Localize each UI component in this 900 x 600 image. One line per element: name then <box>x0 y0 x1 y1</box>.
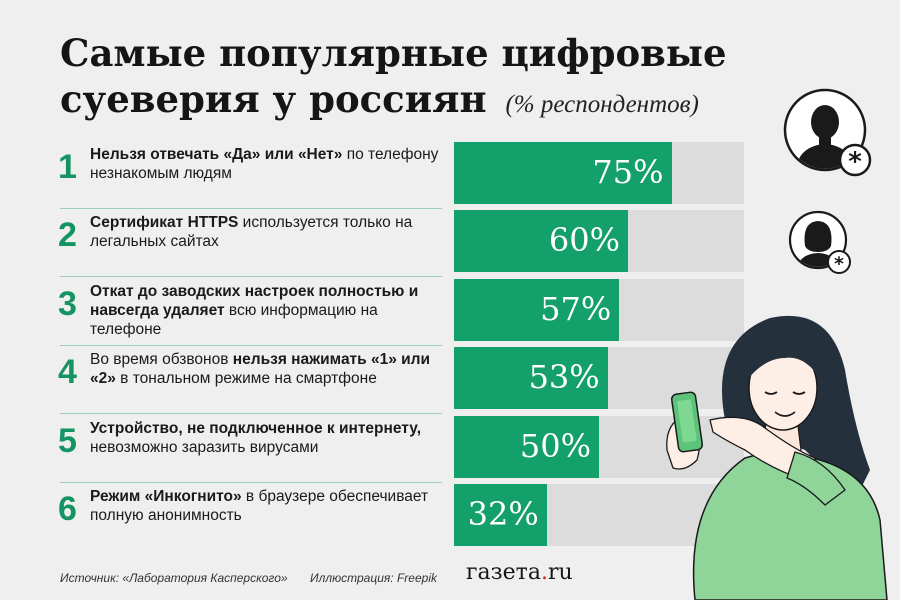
label-bold-part: Устройство, не подключенное к интернету, <box>90 419 422 437</box>
female-anonymous-avatar-icon: * <box>788 210 851 275</box>
data-label: 75% <box>592 153 664 191</box>
label-bold-part: нельзя нажимать «1» или «2» <box>90 351 431 388</box>
svg-text:*: * <box>834 253 844 275</box>
source-note: Источник: «Лаборатория Касперского» <box>60 571 288 585</box>
chart-row: 6 Режим «Инкогнито» в браузере обеспечива… <box>0 484 900 552</box>
data-label: 60% <box>548 221 620 260</box>
bar-track: 57% <box>454 278 744 341</box>
chart-row: 1 Нельзя отвечать «Да» или «Нет» по телеф… <box>0 142 900 210</box>
data-label: 32% <box>467 495 539 533</box>
label-text-part: используется только на легальных сайтах <box>90 214 413 251</box>
rank-number: 6 <box>58 490 77 528</box>
bar: 50% <box>454 415 599 478</box>
label-text-part: по телефону незнакомым людям <box>90 146 439 182</box>
illustration-credit: Иллюстрация: Freepik <box>310 571 437 585</box>
chart-row: 3 Откат до заводских настроек полностью и… <box>0 278 900 347</box>
bar: 60% <box>454 210 628 273</box>
label-bold-part: Режим «Инкогнито» <box>90 488 242 505</box>
bar: 57% <box>454 278 620 341</box>
bar: 53% <box>454 347 608 410</box>
category-label: Режим «Инкогнито» в браузере обеспечивае… <box>90 487 445 525</box>
label-text-part: невозможно заразить вирусами <box>90 438 319 456</box>
data-label: 50% <box>519 426 591 465</box>
category-label: Сертификат HTTPS используется только на … <box>90 213 445 251</box>
title-line-1: Самые популярные цифровые <box>60 31 727 75</box>
bar-track: 60% <box>454 210 744 273</box>
rank-number: 1 <box>58 148 77 186</box>
row-divider <box>60 481 442 483</box>
bar: 75% <box>454 142 672 204</box>
row-divider <box>60 344 442 346</box>
rank-number: 5 <box>58 421 77 460</box>
brand-logo-dot: . <box>540 560 548 585</box>
svg-text:*: * <box>848 147 862 177</box>
row-divider <box>60 208 442 209</box>
label-text-part: в браузере обеспечивает полную анонимнос… <box>90 488 429 524</box>
rank-number: 4 <box>58 353 77 392</box>
label-text-part: Во время обзвонов <box>90 351 233 369</box>
row-divider <box>60 413 442 415</box>
rank-number: 2 <box>58 216 77 255</box>
category-label: Устройство, не подключенное к интернету,… <box>90 419 445 457</box>
chart-title: Самые популярные цифровые суеверия у рос… <box>60 30 740 128</box>
title-line-2: суеверия у россиян (% респондентов) <box>60 76 740 128</box>
label-text-part: в тональном режиме на смартфоне <box>115 370 377 388</box>
data-label: 53% <box>528 358 600 397</box>
bar-track: 32% <box>454 484 744 546</box>
bar: 32% <box>454 484 547 546</box>
category-label: Откат до заводских настроек полностью и … <box>90 282 445 339</box>
male-anonymous-avatar-icon: * <box>783 88 872 177</box>
chart-row: 4 Во время обзвонов нельзя нажимать «1» и… <box>0 347 900 415</box>
data-label: 57% <box>540 289 612 328</box>
brand-logo: газета.ru <box>466 560 573 585</box>
rank-number: 3 <box>58 284 77 323</box>
title-line-2-text: суеверия у россиян <box>60 77 487 121</box>
category-label: Нельзя отвечать «Да» или «Нет» по телефо… <box>90 145 445 183</box>
brand-logo-part-1: газета <box>466 560 541 585</box>
chart-subtitle: (% респондентов) <box>505 91 699 118</box>
row-divider <box>60 276 442 278</box>
label-text-part: всю информацию на телефоне <box>90 301 378 338</box>
chart-row: 2 Сертификат HTTPS используется только на… <box>0 210 900 278</box>
category-label: Во время обзвонов нельзя нажимать «1» ил… <box>90 350 445 388</box>
brand-logo-part-2: ru <box>547 560 573 585</box>
label-bold-part: Сертификат HTTPS <box>90 214 239 232</box>
bar-track: 75% <box>454 142 744 204</box>
woman-with-phone-illustration <box>666 315 888 600</box>
label-bold-part: Откат до заводских настроек полностью и … <box>90 282 419 319</box>
label-bold-part: Нельзя отвечать «Да» или «Нет» <box>90 146 343 163</box>
